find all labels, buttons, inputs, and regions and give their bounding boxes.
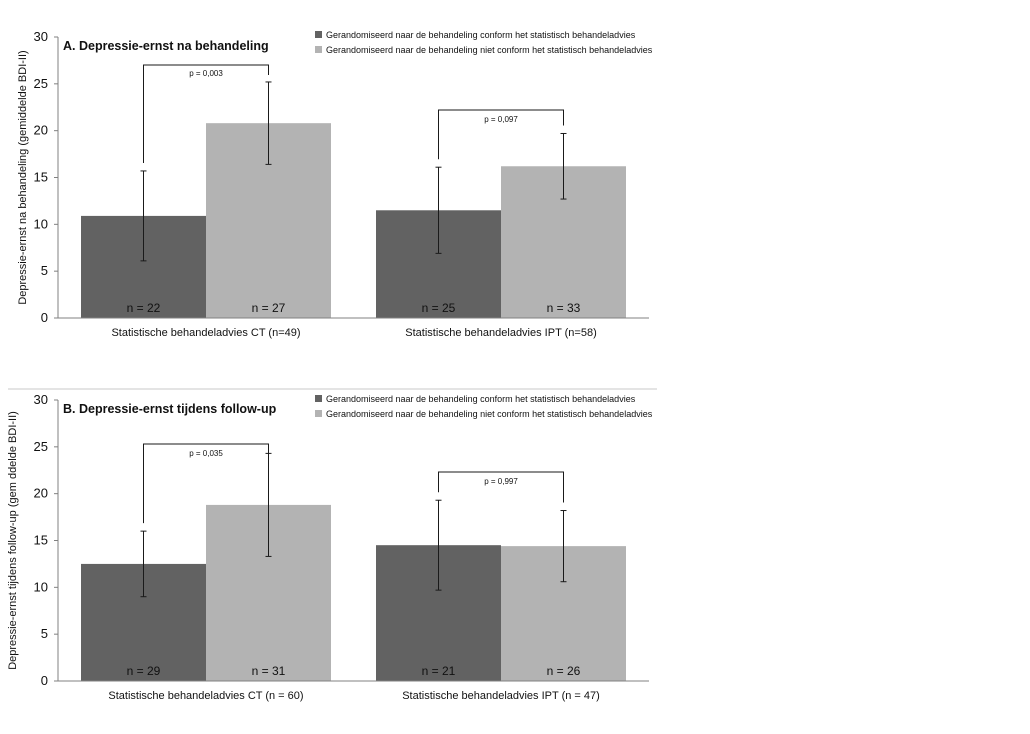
y-tick-label: 25 [34,76,48,91]
chart-title: A. Depressie-ernst na behandeling [63,39,269,53]
y-tick-label: 0 [41,673,48,688]
n-label: n = 29 [127,664,161,678]
category-label: Statistische behandeladvies IPT (n = 47) [402,690,600,702]
n-label: n = 25 [422,301,456,315]
y-tick-label: 30 [34,29,48,44]
n-label: n = 33 [547,301,581,315]
chart-title: B. Depressie-ernst tijdens follow-up [63,402,277,416]
y-tick-label: 0 [41,310,48,325]
significance-bracket [438,471,564,503]
y-tick-label: 20 [34,123,48,138]
legend-label: Gerandomiseerd naar de behandeling niet … [326,409,653,419]
y-tick-label: 5 [41,263,48,278]
legend-swatch [315,410,322,417]
category-label: Statistische behandeladvies IPT (n=58) [405,327,597,339]
legend-label: Gerandomiseerd naar de behandeling niet … [326,45,653,55]
y-tick-label: 20 [34,486,48,501]
significance-bracket [438,109,564,160]
legend-label: Gerandomiseerd naar de behandeling confo… [326,394,636,404]
legend-swatch [315,46,322,53]
p-value-label: p = 0,003 [189,69,223,78]
y-tick-label: 15 [34,533,48,548]
legend-label: Gerandomiseerd naar de behandeling confo… [326,30,636,40]
p-value-label: p = 0,035 [189,449,223,458]
category-label: Statistische behandeladvies CT (n = 60) [108,690,303,702]
category-label: Statistische behandeladvies CT (n=49) [111,327,300,339]
p-value-label: p = 0,097 [484,115,518,124]
legend-swatch [315,31,322,38]
y-tick-label: 15 [34,170,48,185]
y-tick-label: 30 [34,392,48,407]
p-value-label: p = 0,997 [484,477,518,486]
n-label: n = 21 [422,664,456,678]
n-label: n = 26 [547,664,581,678]
y-axis-title: Depressie-ernst na behandeling (gemiddel… [17,50,29,304]
legend-swatch [315,395,322,402]
y-tick-label: 10 [34,216,48,231]
n-label: n = 22 [127,301,161,315]
y-tick-label: 5 [41,626,48,641]
y-tick-label: 10 [34,579,48,594]
significance-bracket [143,443,269,524]
y-axis-title: Depressie-ernst tijdens follow-up (gem d… [7,411,19,670]
n-label: n = 31 [252,664,286,678]
n-label: n = 27 [252,301,286,315]
significance-bracket [143,64,269,163]
y-tick-label: 25 [34,439,48,454]
